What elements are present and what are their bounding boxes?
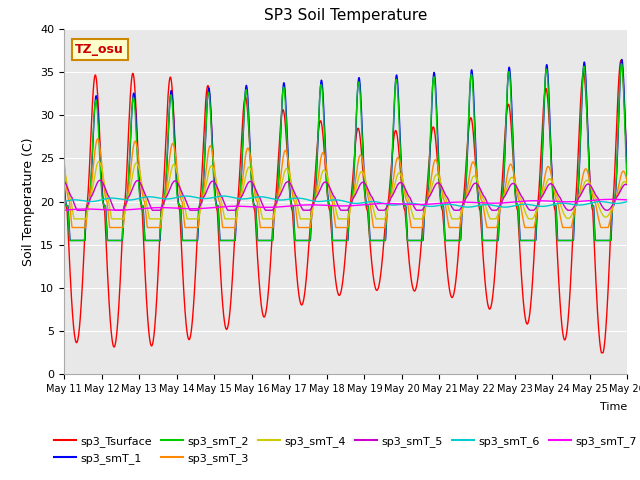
sp3_smT_4 <box>623 182 631 188</box>
sp3_smT_3 <box>94 136 102 142</box>
Line: sp3_smT_5: sp3_smT_5 <box>64 180 627 210</box>
sp3_smT_3 <box>218 216 225 221</box>
sp3_Tsurface <box>623 170 631 176</box>
sp3_smT_4 <box>218 200 225 205</box>
Legend: sp3_Tsurface, sp3_smT_1, sp3_smT_2, sp3_smT_3, sp3_smT_4, sp3_smT_5, sp3_smT_6, : sp3_Tsurface, sp3_smT_1, sp3_smT_2, sp3_… <box>49 432 640 468</box>
sp3_smT_4 <box>95 158 103 164</box>
sp3_smT_3 <box>623 180 631 185</box>
sp3_smT_7 <box>589 197 597 203</box>
sp3_smT_5 <box>362 183 370 189</box>
sp3_smT_2 <box>618 61 625 67</box>
sp3_smT_6 <box>218 193 225 199</box>
sp3_smT_2 <box>374 238 382 243</box>
sp3_smT_1 <box>574 195 582 201</box>
sp3_smT_6 <box>374 199 382 205</box>
sp3_smT_5 <box>375 207 383 213</box>
sp3_smT_4 <box>589 192 597 197</box>
sp3_smT_1 <box>589 203 597 209</box>
sp3_smT_6 <box>60 199 68 204</box>
sp3_smT_1 <box>362 199 370 204</box>
sp3_smT_5 <box>574 196 582 202</box>
sp3_smT_5 <box>510 180 518 186</box>
sp3_smT_7 <box>362 202 370 207</box>
Line: sp3_smT_4: sp3_smT_4 <box>64 161 627 219</box>
sp3_smT_1 <box>618 57 625 62</box>
sp3_smT_5 <box>60 178 68 184</box>
sp3_smT_3 <box>574 197 582 203</box>
sp3_smT_4 <box>70 216 78 222</box>
sp3_Tsurface <box>362 201 370 207</box>
sp3_smT_7 <box>374 201 382 206</box>
Line: sp3_smT_1: sp3_smT_1 <box>64 60 627 240</box>
sp3_smT_2 <box>66 238 74 243</box>
sp3_smT_3 <box>68 225 76 230</box>
Line: sp3_smT_2: sp3_smT_2 <box>64 64 627 240</box>
sp3_smT_7 <box>509 199 517 205</box>
sp3_smT_4 <box>375 216 383 222</box>
sp3_Tsurface <box>217 278 225 284</box>
sp3_smT_2 <box>589 203 597 209</box>
sp3_smT_6 <box>623 199 631 204</box>
sp3_smT_5 <box>96 178 104 183</box>
sp3_smT_7 <box>217 204 225 210</box>
sp3_smT_7 <box>608 196 616 202</box>
Line: sp3_smT_7: sp3_smT_7 <box>64 199 627 210</box>
sp3_smT_4 <box>510 176 518 182</box>
sp3_smT_5 <box>623 182 631 188</box>
sp3_smT_3 <box>362 184 370 190</box>
sp3_Tsurface <box>374 286 382 291</box>
Text: Time: Time <box>600 402 627 412</box>
sp3_Tsurface <box>589 214 597 219</box>
sp3_smT_3 <box>375 225 383 230</box>
Y-axis label: Soil Temperature (C): Soil Temperature (C) <box>22 137 35 266</box>
sp3_smT_1 <box>218 238 225 243</box>
sp3_smT_1 <box>623 175 631 181</box>
sp3_smT_3 <box>510 170 518 176</box>
sp3_smT_5 <box>218 194 225 200</box>
sp3_smT_2 <box>218 238 225 243</box>
sp3_smT_1 <box>60 182 68 188</box>
sp3_smT_2 <box>574 192 582 198</box>
sp3_smT_7 <box>60 207 68 213</box>
sp3_smT_5 <box>73 207 81 213</box>
sp3_smT_7 <box>623 197 631 203</box>
sp3_smT_6 <box>574 202 582 208</box>
sp3_smT_2 <box>60 187 68 193</box>
sp3_smT_6 <box>362 199 370 205</box>
Line: sp3_smT_3: sp3_smT_3 <box>64 139 627 228</box>
sp3_smT_4 <box>60 164 68 169</box>
sp3_smT_3 <box>589 196 597 202</box>
sp3_smT_2 <box>623 181 631 187</box>
sp3_Tsurface <box>573 168 581 174</box>
Line: sp3_smT_6: sp3_smT_6 <box>64 196 627 207</box>
sp3_smT_5 <box>589 188 597 194</box>
Title: SP3 Soil Temperature: SP3 Soil Temperature <box>264 9 428 24</box>
sp3_smT_6 <box>501 204 509 210</box>
sp3_smT_2 <box>509 160 517 166</box>
sp3_smT_1 <box>509 151 517 157</box>
sp3_Tsurface <box>598 350 605 356</box>
sp3_Tsurface <box>60 175 68 181</box>
sp3_smT_6 <box>182 193 190 199</box>
sp3_smT_1 <box>66 238 74 243</box>
sp3_smT_2 <box>362 201 370 206</box>
sp3_Tsurface <box>509 157 517 163</box>
sp3_smT_6 <box>510 203 518 209</box>
sp3_Tsurface <box>617 58 625 63</box>
sp3_smT_6 <box>589 200 597 205</box>
sp3_smT_7 <box>573 199 581 204</box>
Text: TZ_osu: TZ_osu <box>76 43 124 56</box>
sp3_smT_4 <box>362 181 370 187</box>
Line: sp3_Tsurface: sp3_Tsurface <box>64 60 627 353</box>
sp3_smT_1 <box>374 238 382 243</box>
sp3_smT_3 <box>60 157 68 163</box>
sp3_smT_4 <box>574 196 582 202</box>
